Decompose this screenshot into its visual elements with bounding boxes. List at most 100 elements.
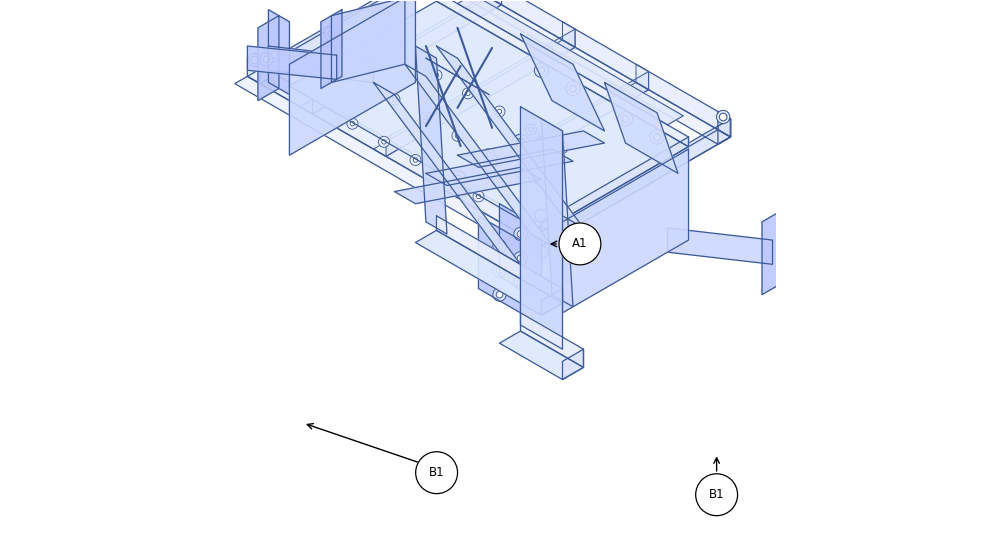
Polygon shape bbox=[321, 9, 342, 89]
Circle shape bbox=[476, 194, 481, 199]
Polygon shape bbox=[258, 16, 279, 101]
Circle shape bbox=[622, 115, 629, 122]
Polygon shape bbox=[636, 64, 649, 90]
Circle shape bbox=[525, 124, 536, 135]
Circle shape bbox=[696, 474, 738, 516]
Polygon shape bbox=[520, 107, 562, 349]
Circle shape bbox=[431, 70, 442, 81]
Polygon shape bbox=[718, 111, 731, 137]
Circle shape bbox=[717, 110, 730, 124]
Circle shape bbox=[514, 227, 527, 240]
Polygon shape bbox=[529, 130, 731, 246]
Polygon shape bbox=[373, 40, 575, 156]
Polygon shape bbox=[415, 230, 562, 315]
Polygon shape bbox=[604, 83, 678, 173]
Circle shape bbox=[424, 115, 428, 120]
Polygon shape bbox=[394, 167, 541, 204]
Circle shape bbox=[493, 239, 506, 253]
Polygon shape bbox=[457, 0, 683, 125]
Polygon shape bbox=[436, 0, 689, 147]
Polygon shape bbox=[520, 34, 604, 131]
Circle shape bbox=[650, 130, 664, 144]
Polygon shape bbox=[247, 46, 337, 79]
Polygon shape bbox=[562, 149, 689, 313]
Circle shape bbox=[517, 255, 524, 261]
Polygon shape bbox=[260, 0, 449, 84]
Circle shape bbox=[517, 279, 524, 286]
Circle shape bbox=[267, 49, 280, 61]
Circle shape bbox=[570, 85, 576, 92]
Polygon shape bbox=[499, 204, 541, 301]
Circle shape bbox=[270, 52, 277, 58]
Polygon shape bbox=[331, 0, 405, 83]
Polygon shape bbox=[386, 29, 575, 156]
Circle shape bbox=[328, 55, 335, 61]
Circle shape bbox=[535, 245, 548, 259]
Polygon shape bbox=[668, 228, 773, 264]
Polygon shape bbox=[268, 9, 289, 95]
Polygon shape bbox=[436, 0, 731, 137]
Circle shape bbox=[493, 288, 506, 301]
Polygon shape bbox=[235, 76, 541, 253]
Polygon shape bbox=[478, 216, 520, 313]
Circle shape bbox=[496, 291, 503, 298]
Circle shape bbox=[532, 217, 545, 230]
Polygon shape bbox=[520, 313, 583, 367]
Circle shape bbox=[534, 63, 549, 78]
Polygon shape bbox=[313, 0, 502, 114]
Circle shape bbox=[515, 167, 526, 178]
Circle shape bbox=[535, 173, 548, 186]
Circle shape bbox=[434, 73, 439, 78]
Polygon shape bbox=[436, 216, 562, 303]
Polygon shape bbox=[415, 46, 447, 234]
Circle shape bbox=[347, 118, 358, 129]
Polygon shape bbox=[289, 1, 689, 232]
Circle shape bbox=[493, 264, 506, 277]
Polygon shape bbox=[499, 331, 583, 379]
Circle shape bbox=[473, 191, 484, 202]
Polygon shape bbox=[300, 0, 502, 114]
Circle shape bbox=[654, 134, 660, 140]
Circle shape bbox=[535, 136, 548, 150]
Circle shape bbox=[517, 230, 524, 237]
Circle shape bbox=[496, 267, 503, 274]
Polygon shape bbox=[426, 149, 573, 186]
Polygon shape bbox=[529, 228, 541, 253]
Polygon shape bbox=[268, 46, 373, 83]
Circle shape bbox=[512, 134, 529, 152]
Circle shape bbox=[263, 56, 270, 63]
Circle shape bbox=[497, 109, 502, 114]
Circle shape bbox=[248, 53, 261, 66]
Polygon shape bbox=[718, 119, 731, 144]
Circle shape bbox=[452, 130, 463, 141]
Circle shape bbox=[557, 142, 568, 153]
Circle shape bbox=[466, 91, 470, 95]
Polygon shape bbox=[289, 0, 415, 155]
Circle shape bbox=[535, 282, 548, 295]
Circle shape bbox=[382, 140, 386, 144]
Circle shape bbox=[392, 97, 397, 101]
Circle shape bbox=[514, 276, 527, 289]
Circle shape bbox=[455, 134, 460, 138]
Circle shape bbox=[251, 56, 259, 64]
Polygon shape bbox=[541, 137, 689, 232]
Circle shape bbox=[462, 88, 473, 99]
Circle shape bbox=[449, 171, 466, 188]
Text: B1: B1 bbox=[709, 488, 724, 501]
Polygon shape bbox=[447, 83, 649, 199]
Circle shape bbox=[416, 452, 458, 494]
Polygon shape bbox=[762, 210, 783, 295]
Circle shape bbox=[618, 112, 633, 126]
Circle shape bbox=[514, 252, 527, 265]
Circle shape bbox=[324, 51, 339, 65]
Circle shape bbox=[453, 175, 462, 184]
Polygon shape bbox=[424, 0, 731, 144]
Circle shape bbox=[516, 138, 525, 147]
Circle shape bbox=[566, 81, 580, 96]
Circle shape bbox=[485, 157, 493, 166]
Polygon shape bbox=[247, 58, 541, 246]
Circle shape bbox=[328, 30, 335, 37]
Polygon shape bbox=[541, 119, 731, 246]
Circle shape bbox=[483, 148, 494, 160]
Circle shape bbox=[420, 112, 431, 123]
